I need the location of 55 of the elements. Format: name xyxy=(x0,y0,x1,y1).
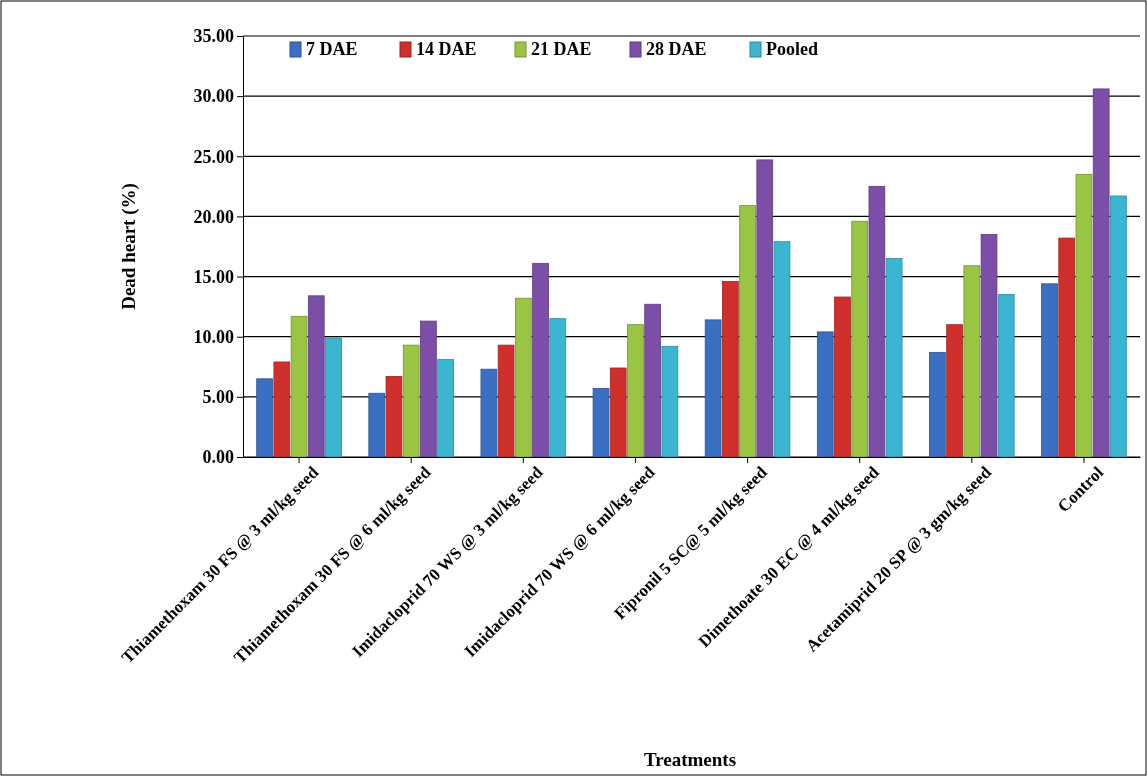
y-axis-title: Dead heart (%) xyxy=(118,183,140,310)
bar xyxy=(739,205,756,458)
legend-label: 14 DAE xyxy=(416,39,477,59)
bar xyxy=(946,324,963,458)
bar xyxy=(1110,195,1127,458)
bar xyxy=(290,315,308,458)
bar xyxy=(532,262,549,458)
y-tick-label: 35.00 xyxy=(193,26,234,47)
bar xyxy=(273,361,291,458)
legend-label: 28 DAE xyxy=(646,39,707,59)
y-tick-label: 20.00 xyxy=(193,206,234,227)
bar xyxy=(816,331,834,458)
bar xyxy=(929,351,946,458)
y-tick-label: 15.00 xyxy=(193,266,234,287)
bar xyxy=(773,241,791,458)
bar xyxy=(722,280,739,458)
bar xyxy=(1075,173,1093,458)
bar xyxy=(885,258,903,458)
y-tick-label: 25.00 xyxy=(193,146,234,167)
y-tick-label: 0.00 xyxy=(202,447,234,468)
legend-label: Pooled xyxy=(766,39,818,59)
bar xyxy=(385,376,403,458)
bar xyxy=(325,337,342,458)
bar xyxy=(514,297,532,458)
x-axis-title: Treatments xyxy=(643,749,737,770)
y-tick-label: 5.00 xyxy=(202,387,234,408)
bar xyxy=(756,159,774,458)
bar xyxy=(704,319,722,458)
bar xyxy=(368,392,386,458)
y-tick-label: 10.00 xyxy=(193,326,234,347)
bar xyxy=(1041,283,1058,458)
legend-label: 7 DAE xyxy=(306,39,358,59)
bar xyxy=(644,303,661,458)
bar xyxy=(402,344,420,458)
bar xyxy=(497,344,515,458)
bar xyxy=(437,359,454,458)
bar xyxy=(480,368,498,458)
bar xyxy=(420,320,437,458)
bar xyxy=(592,388,610,458)
bar xyxy=(661,345,679,458)
bar xyxy=(1058,237,1076,458)
y-tick-label: 30.00 xyxy=(193,86,234,107)
bar xyxy=(851,220,869,458)
bar xyxy=(963,265,981,458)
bar xyxy=(997,294,1015,458)
bar xyxy=(627,324,644,458)
bar xyxy=(609,367,627,458)
bar xyxy=(834,296,851,458)
bar xyxy=(980,234,998,458)
bar xyxy=(307,295,325,458)
bar xyxy=(1092,88,1110,458)
legend-label: 21 DAE xyxy=(531,39,592,59)
bar xyxy=(549,318,567,458)
bar xyxy=(256,378,273,458)
bar xyxy=(868,185,886,458)
